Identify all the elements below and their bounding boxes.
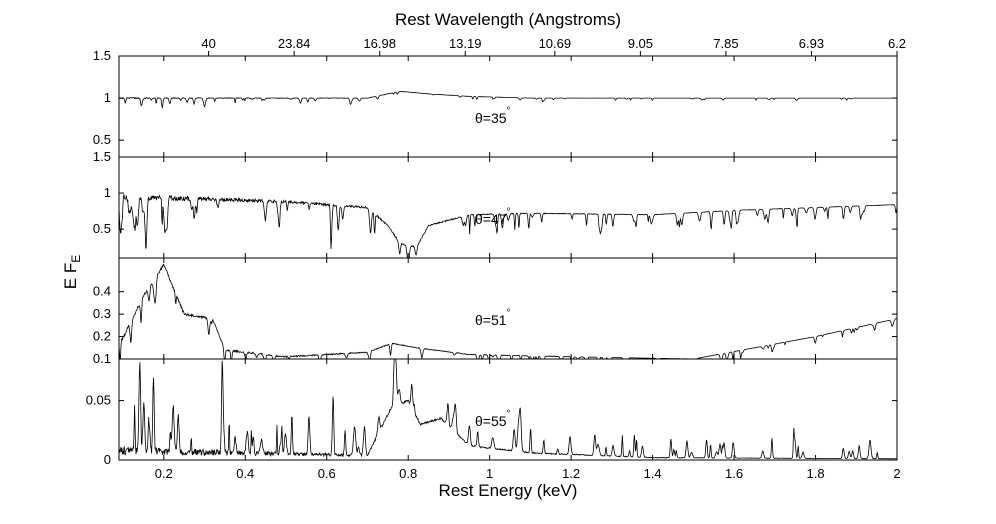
y-axis-title-main: E F bbox=[61, 263, 80, 289]
theta-label-text: θ=35 bbox=[475, 110, 507, 126]
theta-label-theta-55: θ=55° bbox=[475, 409, 511, 429]
y-tick-label-theta-35: 1.5 bbox=[93, 48, 111, 63]
y-tick-label-theta-47: 1.5 bbox=[93, 149, 111, 164]
theta-label-degree: ° bbox=[507, 207, 511, 218]
y-tick-label-theta-35: 0.5 bbox=[93, 132, 111, 147]
axes-group: 0.511.5θ=35°0.511.5θ=47°0.10.20.30.4θ=51… bbox=[86, 36, 906, 481]
x-tick-label: 1.6 bbox=[725, 466, 743, 481]
x-tick-label: 1.8 bbox=[806, 466, 824, 481]
x-tick-label: 0.2 bbox=[155, 466, 173, 481]
bottom-axis-title: Rest Energy (keV) bbox=[439, 481, 578, 500]
x-tick-label: 1.2 bbox=[562, 466, 580, 481]
top-tick-label: 10.69 bbox=[539, 36, 572, 51]
y-tick-label-theta-51: 0.1 bbox=[93, 351, 111, 366]
top-tick-label: 9.05 bbox=[628, 36, 653, 51]
top-tick-label: 6.93 bbox=[799, 36, 824, 51]
y-tick-label-theta-47: 0.5 bbox=[93, 221, 111, 236]
top-tick-label: 6.2 bbox=[888, 36, 906, 51]
theta-label-degree: ° bbox=[507, 308, 511, 319]
theta-label-text: θ=55 bbox=[475, 413, 507, 429]
y-tick-label-theta-51: 0.3 bbox=[93, 306, 111, 321]
y-tick-label-theta-55: 0.05 bbox=[86, 393, 111, 408]
x-tick-label: 1.4 bbox=[644, 466, 662, 481]
top-axis-title: Rest Wavelength (Angstroms) bbox=[395, 10, 621, 29]
top-tick-label: 16.98 bbox=[363, 36, 396, 51]
top-tick-label: 23.84 bbox=[278, 36, 311, 51]
spectrum-line-theta-51 bbox=[118, 263, 898, 360]
x-tick-label: 0.6 bbox=[318, 466, 336, 481]
panel-frame-theta-55 bbox=[118, 358, 898, 461]
x-tick-label: 2 bbox=[893, 466, 900, 481]
spectrum-line-theta-55 bbox=[118, 358, 897, 460]
theta-label-text: θ=47 bbox=[475, 211, 507, 227]
top-tick-label: 40 bbox=[201, 36, 215, 51]
theta-label-text: θ=51 bbox=[475, 312, 507, 328]
y-tick-label-theta-35: 1 bbox=[104, 90, 111, 105]
top-tick-label: 7.85 bbox=[713, 36, 738, 51]
theta-label-theta-51: θ=51° bbox=[475, 308, 511, 328]
x-tick-label: 0.4 bbox=[236, 466, 254, 481]
y-axis-title-subscript: E bbox=[69, 255, 83, 263]
y-tick-label-theta-47: 1 bbox=[104, 185, 111, 200]
theta-label-degree: ° bbox=[507, 106, 511, 117]
y-tick-label-theta-55: 0 bbox=[104, 452, 111, 467]
spectrum-line-theta-47 bbox=[118, 194, 898, 259]
plot-panels bbox=[118, 90, 898, 460]
theta-label-degree: ° bbox=[507, 409, 511, 420]
theta-label-theta-47: θ=47° bbox=[475, 207, 511, 227]
x-tick-label: 0.8 bbox=[399, 466, 417, 481]
spectrum-line-theta-35 bbox=[118, 90, 897, 109]
y-axis-title: E FE bbox=[61, 255, 83, 289]
theta-label-theta-35: θ=35° bbox=[475, 106, 511, 126]
x-tick-label: 1 bbox=[486, 466, 493, 481]
y-tick-label-theta-51: 0.4 bbox=[93, 284, 111, 299]
y-tick-label-theta-51: 0.2 bbox=[93, 329, 111, 344]
top-tick-label: 13.19 bbox=[449, 36, 482, 51]
